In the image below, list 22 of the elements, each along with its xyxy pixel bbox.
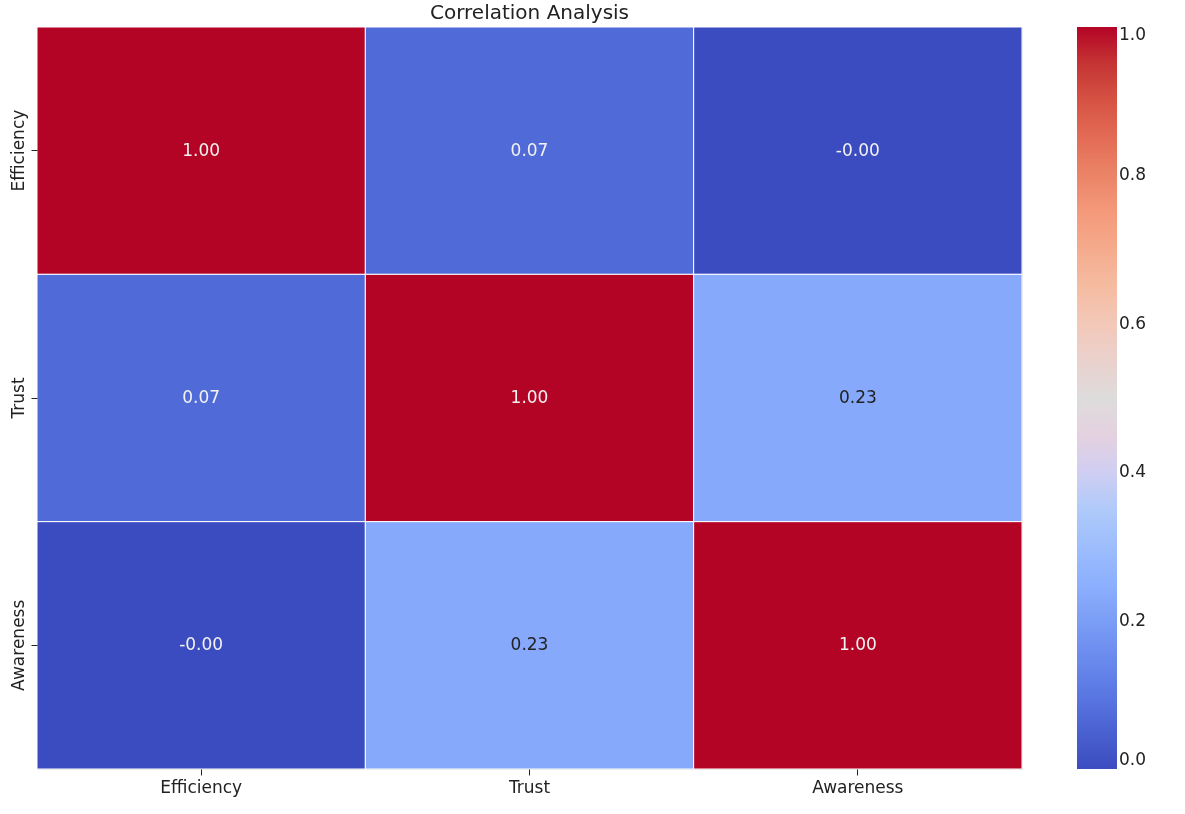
data-label: -0.00 [179,634,224,655]
color-bar-label: 0.2 [1119,609,1147,630]
data-label: -0.00 [835,139,880,160]
data-label: 1.00 [182,139,221,160]
data-label: 0.23 [838,387,877,407]
x-tick-label: Efficiency [160,776,243,797]
color-bar-label: 0.4 [1119,461,1147,482]
x-tick-label: Awareness [812,776,904,797]
color-bar-label: 1.0 [1119,24,1147,44]
x-tick-label: Trust [507,776,551,797]
data-label: 0.07 [510,139,549,160]
data-label: 1.00 [510,387,549,407]
color-bar-label: 0.0 [1119,749,1147,769]
chart-title: Correlation Analysis [429,0,630,24]
data-label: 1.00 [838,634,877,655]
data-label: 0.23 [510,634,549,655]
y-tick-label: Awareness [7,599,28,691]
color-bar-label: 0.6 [1119,312,1147,333]
data-label: 0.07 [182,387,221,407]
color-bar-label: 0.8 [1119,164,1147,185]
y-tick-label: Efficiency [7,109,28,192]
y-tick-label: Trust [7,377,28,420]
